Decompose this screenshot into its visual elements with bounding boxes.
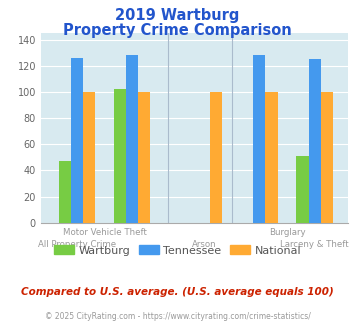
Bar xyxy=(253,55,266,223)
Text: Burglary: Burglary xyxy=(269,228,305,237)
Bar xyxy=(321,92,333,223)
Text: All Property Crime: All Property Crime xyxy=(38,240,116,249)
Bar xyxy=(83,92,95,223)
Text: 2019 Wartburg: 2019 Wartburg xyxy=(115,8,240,23)
Bar xyxy=(59,161,71,223)
Bar xyxy=(210,92,222,223)
Bar xyxy=(126,55,138,223)
Text: Arson: Arson xyxy=(192,240,216,249)
Text: Property Crime Comparison: Property Crime Comparison xyxy=(63,23,292,38)
Legend: Wartburg, Tennessee, National: Wartburg, Tennessee, National xyxy=(49,241,306,260)
Bar xyxy=(114,89,126,223)
Text: Motor Vehicle Theft: Motor Vehicle Theft xyxy=(62,228,146,237)
Bar xyxy=(296,156,308,223)
Text: © 2025 CityRating.com - https://www.cityrating.com/crime-statistics/: © 2025 CityRating.com - https://www.city… xyxy=(45,312,310,321)
Bar xyxy=(138,92,151,223)
Text: Larceny & Theft: Larceny & Theft xyxy=(280,240,349,249)
Bar xyxy=(71,58,83,223)
Bar xyxy=(266,92,278,223)
Bar xyxy=(308,59,321,223)
Text: Compared to U.S. average. (U.S. average equals 100): Compared to U.S. average. (U.S. average … xyxy=(21,287,334,297)
